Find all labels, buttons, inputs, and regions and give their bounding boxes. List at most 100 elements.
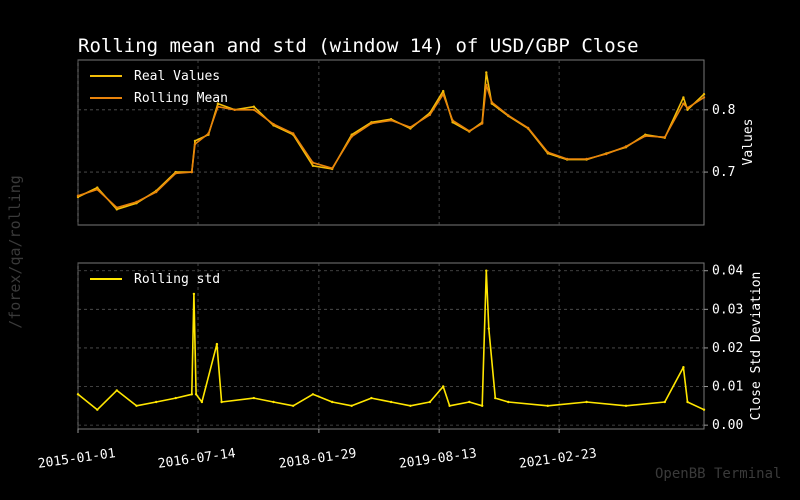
data-point [409, 126, 412, 129]
data-point [350, 135, 353, 138]
data-point [292, 132, 295, 135]
side-command-label: /forex/qa/rolling [6, 175, 24, 329]
data-point [96, 186, 99, 189]
plot-frame [77, 59, 705, 226]
y-tick-label: 0.03 [712, 302, 743, 317]
data-point [220, 400, 223, 404]
series-line [77, 269, 705, 411]
data-point [331, 167, 334, 170]
legend-label: Real Values [134, 69, 220, 84]
data-point [442, 89, 445, 93]
y-tick-label: 0.7 [712, 165, 735, 180]
data-point [96, 188, 99, 191]
data-point [193, 139, 197, 143]
data-point [252, 105, 256, 108]
data-point [115, 206, 119, 209]
data-point [682, 102, 685, 105]
data-point [481, 404, 484, 407]
data-point [207, 132, 210, 135]
data-point [481, 122, 484, 125]
data-point [546, 404, 549, 407]
data-point [485, 269, 488, 272]
y-axis-label: Close Std Deviation [749, 272, 764, 421]
x-tick-label: 2019-08-13 [398, 446, 478, 472]
x-tick-label: 2018-01-29 [278, 446, 358, 472]
data-point [115, 208, 119, 211]
data-point [624, 404, 628, 407]
data-point [409, 404, 412, 407]
data-point [190, 170, 193, 174]
y-tick-label: 0.04 [712, 264, 743, 279]
data-point [311, 161, 315, 164]
data-point [585, 400, 588, 404]
data-point [272, 122, 275, 126]
data-point [215, 342, 219, 346]
data-point [76, 194, 80, 197]
data-point [76, 393, 80, 396]
data-point [370, 396, 373, 400]
data-point [135, 200, 138, 204]
data-point [311, 393, 315, 396]
data-point [155, 190, 158, 194]
data-point [485, 83, 488, 87]
x-tick-label: 2016-07-14 [157, 446, 237, 472]
data-point [115, 389, 119, 392]
data-point [135, 404, 138, 407]
data-point [702, 408, 706, 411]
data-point [468, 129, 471, 133]
data-point [485, 71, 488, 74]
data-point [624, 145, 628, 148]
data-point [216, 105, 220, 108]
data-point [546, 151, 549, 154]
data-point [507, 400, 510, 404]
data-point [686, 106, 689, 110]
data-point [663, 400, 666, 404]
data-point [526, 126, 530, 130]
y-tick-label: 0.00 [712, 418, 743, 433]
data-point [494, 396, 497, 400]
bottom-panel: 0.00 0.01 0.02 0.03 0.04 Close Std Deviation R… [76, 262, 764, 433]
data-point [389, 400, 393, 404]
data-point [174, 396, 177, 400]
x-tick-label: 2021-02-23 [518, 446, 598, 472]
data-point [331, 400, 334, 404]
data-point [682, 96, 685, 99]
data-point [155, 400, 158, 404]
data-point [350, 404, 353, 407]
data-point [442, 385, 445, 388]
data-point [174, 172, 177, 175]
data-point [272, 400, 275, 404]
data-point [468, 400, 471, 404]
data-point [686, 108, 689, 112]
y-tick-label: 0.8 [712, 103, 735, 118]
data-point [96, 408, 99, 411]
data-point [686, 400, 689, 404]
data-point [216, 102, 220, 105]
data-point [311, 164, 315, 167]
data-point [370, 122, 373, 125]
openbb-watermark: OpenBB Terminal [655, 466, 781, 482]
data-point [190, 393, 193, 396]
data-point [663, 136, 666, 139]
legend-label: Rolling Mean [134, 91, 228, 106]
chart-title: Rolling mean and std (window 14) of USD/… [78, 35, 639, 57]
data-point [192, 292, 196, 296]
y-tick-label: 0.02 [712, 341, 743, 356]
data-point [682, 366, 685, 369]
data-point [389, 119, 393, 122]
data-point [702, 93, 706, 96]
top-panel: 0.7 0.8 Values Real Values Rolling Mean [76, 59, 756, 226]
x-axis: 2015-01-01 2016-07-14 2018-01-29 2019-08-13… [37, 429, 598, 472]
data-point [442, 93, 445, 96]
data-point [428, 400, 432, 404]
data-point [194, 393, 198, 396]
data-point [200, 400, 204, 404]
data-point [490, 101, 493, 104]
data-point [451, 119, 454, 122]
data-point [233, 108, 236, 112]
data-point [565, 157, 569, 161]
x-tick-label: 2015-01-01 [37, 446, 117, 472]
data-point [487, 327, 490, 330]
data-point [292, 404, 295, 407]
